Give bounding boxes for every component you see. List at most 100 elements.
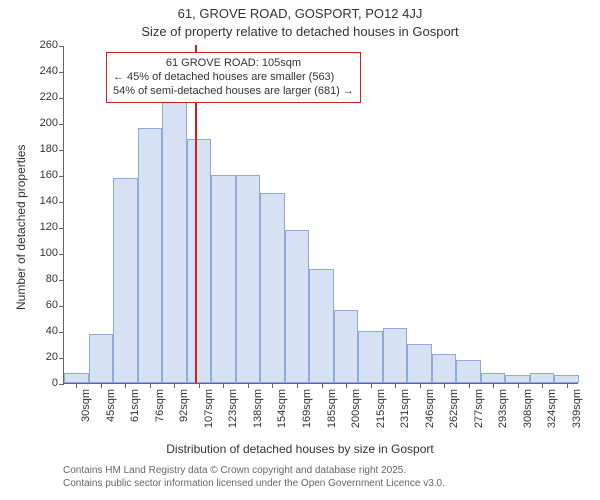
y-tick-mark [59,280,64,281]
y-tick-label: 20 [46,351,58,363]
y-axis-label: Number of detached properties [14,145,28,310]
x-tick-label: 231sqm [399,389,411,428]
attribution-line2: Contains public sector information licen… [63,478,445,489]
x-tick-mark [101,383,102,388]
x-tick-mark [371,383,372,388]
annotation-box: 61 GROVE ROAD: 105sqm← 45% of detached h… [106,52,361,103]
x-tick-label: 76sqm [154,389,166,422]
histogram-bar [236,175,261,383]
x-tick-mark [567,383,568,388]
histogram-bar [64,373,89,383]
x-tick-mark [76,383,77,388]
y-tick-mark [59,46,64,47]
histogram-bar [309,269,334,383]
y-tick-mark [59,228,64,229]
y-tick-label: 240 [40,65,58,77]
histogram-bar [89,334,114,383]
y-tick-mark [59,332,64,333]
y-tick-mark [59,98,64,99]
x-tick-label: 185sqm [326,389,338,428]
x-tick-label: 200sqm [350,389,362,428]
x-tick-mark [395,383,396,388]
x-tick-label: 30sqm [80,389,92,422]
x-tick-label: 324sqm [546,389,558,428]
y-tick-mark [59,150,64,151]
y-tick-label: 260 [40,39,58,51]
histogram-bar [358,331,383,383]
y-tick-mark [59,254,64,255]
y-tick-label: 100 [40,247,58,259]
y-tick-label: 220 [40,91,58,103]
x-tick-mark [518,383,519,388]
x-tick-mark [346,383,347,388]
histogram-bar [383,328,408,383]
histogram-bar [432,354,457,383]
histogram-bar [260,193,285,383]
histogram-bar [187,139,212,383]
y-tick-label: 0 [52,377,58,389]
chart-container: { "chart": { "type": "histogram", "title… [0,0,600,500]
y-tick-mark [59,358,64,359]
y-tick-label: 140 [40,195,58,207]
x-tick-mark [420,383,421,388]
x-tick-label: 169sqm [301,389,313,428]
histogram-bar [530,373,555,383]
x-tick-label: 61sqm [129,389,141,422]
x-tick-mark [248,383,249,388]
x-tick-mark [493,383,494,388]
x-axis-label: Distribution of detached houses by size … [0,442,600,456]
histogram-bar [456,360,481,383]
attribution-line1: Contains HM Land Registry data © Crown c… [63,465,406,476]
y-tick-label: 80 [46,273,58,285]
histogram-bar [505,375,530,383]
histogram-bar [138,128,163,383]
x-tick-mark [272,383,273,388]
x-tick-mark [469,383,470,388]
y-tick-mark [59,384,64,385]
y-tick-label: 60 [46,299,58,311]
x-tick-mark [542,383,543,388]
annotation-title: 61 GROVE ROAD: 105sqm [113,57,354,71]
chart-title-line2: Size of property relative to detached ho… [0,24,600,39]
x-tick-label: 262sqm [448,389,460,428]
y-tick-mark [59,202,64,203]
y-tick-mark [59,124,64,125]
y-tick-label: 200 [40,117,58,129]
histogram-bar [113,178,138,383]
annotation-line1: ← 45% of detached houses are smaller (56… [113,71,354,85]
attribution-text: Contains HM Land Registry data © Crown c… [63,464,445,490]
histogram-bar [285,230,310,383]
x-tick-mark [322,383,323,388]
y-tick-mark [59,306,64,307]
histogram-bar [554,375,579,383]
y-tick-label: 180 [40,143,58,155]
x-tick-label: 92sqm [178,389,190,422]
x-tick-label: 154sqm [276,389,288,428]
x-tick-mark [150,383,151,388]
x-tick-mark [125,383,126,388]
x-tick-label: 45sqm [105,389,117,422]
histogram-bar [211,175,236,383]
y-tick-label: 160 [40,169,58,181]
y-tick-mark [59,72,64,73]
x-tick-mark [444,383,445,388]
x-tick-label: 107sqm [203,389,215,428]
histogram-bar [162,102,187,383]
x-tick-label: 339sqm [571,389,583,428]
x-tick-label: 246sqm [424,389,436,428]
x-tick-label: 123sqm [227,389,239,428]
histogram-bar [481,373,506,383]
plot-area: 02040608010012014016018020022024026030sq… [63,46,578,384]
y-tick-label: 40 [46,325,58,337]
x-tick-mark [174,383,175,388]
y-tick-mark [59,176,64,177]
chart-title-line1: 61, GROVE ROAD, GOSPORT, PO12 4JJ [0,6,600,21]
x-tick-label: 277sqm [473,389,485,428]
histogram-bar [334,310,359,383]
annotation-line2: 54% of semi-detached houses are larger (… [113,85,354,99]
x-tick-label: 293sqm [497,389,509,428]
x-tick-label: 138sqm [252,389,264,428]
histogram-bar [407,344,432,383]
x-tick-label: 215sqm [375,389,387,428]
x-tick-mark [297,383,298,388]
